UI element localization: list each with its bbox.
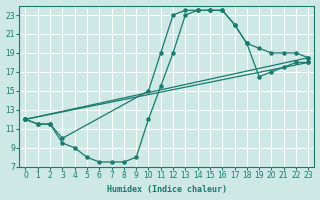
X-axis label: Humidex (Indice chaleur): Humidex (Indice chaleur) — [107, 185, 227, 194]
